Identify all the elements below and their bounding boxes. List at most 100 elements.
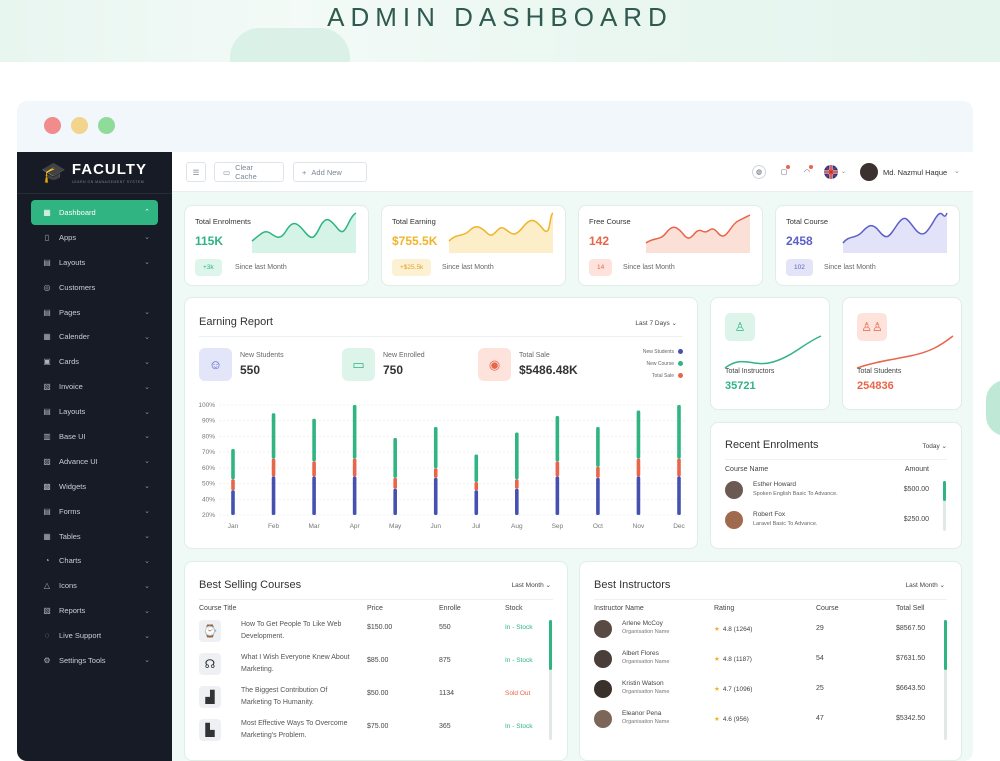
kpi-card-total-course: Total Course 2458 102 Since last Month xyxy=(775,205,960,286)
table-row[interactable]: Eleanor Pena Organisation Name ★ 4.6 (956) 4… xyxy=(580,708,961,741)
sidebar-item-reports[interactable]: ▧ Reports ⌄ xyxy=(31,598,158,623)
sidebar-item-tables[interactable]: ▦ Tables ⌄ xyxy=(31,524,158,549)
sidebar-item-widgets[interactable]: ▩ Widgets ⌄ xyxy=(31,474,158,499)
y-tick-label: 80% xyxy=(202,433,215,440)
total-instructors-card: ♙ Total Instructors 35721 xyxy=(710,297,830,410)
course-title[interactable]: What I Wish Everyone Knew About Marketin… xyxy=(241,654,350,673)
best-courses-title: Best Selling Courses xyxy=(199,579,302,591)
menu-toggle-button[interactable]: ☰ xyxy=(186,162,206,182)
courses-period-dropdown[interactable]: Last Month ⌄ xyxy=(512,581,551,589)
phone-icon: ▯ xyxy=(44,232,50,242)
sidebar-item-icons[interactable]: △ Icons ⌄ xyxy=(31,573,158,598)
chevron-down-icon: ⌄ xyxy=(144,234,150,242)
instructors-period-dropdown[interactable]: Last Month ⌄ xyxy=(906,581,945,589)
star-icon: ★ xyxy=(714,686,720,693)
table-icon: ▦ xyxy=(43,531,51,541)
banner-title: ADMIN DASHBOARD xyxy=(327,2,673,32)
forms-icon: ▤ xyxy=(43,506,51,516)
flag-uk-icon[interactable] xyxy=(824,165,838,179)
legend-item: New Students xyxy=(643,346,683,358)
sidebar-item-dashboard[interactable]: ▦ Dashboard ⌃ xyxy=(31,200,158,225)
maximize-dot[interactable] xyxy=(98,117,115,134)
table-row[interactable]: Arlene McCoy Organisation Name ★ 4.8 (1264)… xyxy=(580,618,961,651)
earning-report-title: Earning Report xyxy=(199,316,273,328)
earning-bar-chart: 100% 90% 80% 70% 60% 50% 40% 20% Jan Feb Mar Apr May… xyxy=(198,402,685,530)
message-icon[interactable]: ▢ xyxy=(777,165,791,179)
clear-cache-button[interactable]: ▭ Clear Cache xyxy=(214,162,284,182)
recent-period-dropdown[interactable]: Today ⌄ xyxy=(922,442,947,450)
student-name: Esther Howard xyxy=(753,481,796,488)
sidebar-item-charts[interactable]: ◔ Charts ⌄ xyxy=(31,548,158,573)
star-icon: ★ xyxy=(714,716,720,723)
y-tick-label: 70% xyxy=(202,449,215,456)
sidebar-item-invoice[interactable]: ▧ Invoice ⌄ xyxy=(31,374,158,399)
sidebar-item-live-support[interactable]: ◌ Live Support ⌄ xyxy=(31,623,158,648)
bar-total-sale-oct xyxy=(596,466,600,478)
course-title[interactable]: How To Get People To Like Web Developmen… xyxy=(241,621,342,640)
bar-new-students-jul xyxy=(474,490,479,515)
avatar xyxy=(594,650,612,668)
sidebar-item-forms[interactable]: ▤ Forms ⌄ xyxy=(31,499,158,524)
bar-new-course-mar xyxy=(312,418,316,462)
table-row[interactable]: ⌚ How To Get People To Like Web Developme… xyxy=(185,618,567,651)
cache-icon: ▭ xyxy=(223,167,231,177)
sidebar-item-apps[interactable]: ▯ Apps ⌄ xyxy=(31,225,158,250)
sidebar-item-customers[interactable]: ◎ Customers xyxy=(31,275,158,300)
table-row[interactable]: Esther Howard Spoken English Basic To Adv… xyxy=(711,479,961,512)
x-tick-label: Jul xyxy=(472,523,481,530)
add-new-button[interactable]: + Add New xyxy=(293,162,367,182)
user-name[interactable]: Md. Nazmul Haque xyxy=(883,168,948,177)
table-row[interactable]: Robert Fox Laravel Basic To Advance. $250.… xyxy=(711,509,961,542)
bar-new-students-feb xyxy=(271,476,276,515)
divider xyxy=(594,599,947,600)
legend-swatch xyxy=(678,361,683,367)
minimize-dot[interactable] xyxy=(71,117,88,134)
bell-icon[interactable]: ◠ xyxy=(800,165,814,179)
language-chevron-icon[interactable]: ⌄ xyxy=(841,169,847,175)
stock-status: In - Stock xyxy=(505,624,533,631)
total-sell: $6643.50 xyxy=(896,685,926,692)
instructors-scrollbar[interactable] xyxy=(944,620,947,740)
sidebar-item-settings-tools[interactable]: ⚙ Settings Tools ⌄ xyxy=(31,648,158,673)
bar-new-students-may xyxy=(393,488,397,515)
x-tick-label: Jun xyxy=(430,523,441,530)
course-title[interactable]: The Biggest Contribution Of Marketing To… xyxy=(241,687,328,706)
sidebar-item-cards[interactable]: ▣ Cards ⌄ xyxy=(31,349,158,374)
user-menu-chevron-icon[interactable]: ⌄ xyxy=(954,168,960,175)
globe-icon[interactable]: ◍ xyxy=(752,165,766,179)
course-price: $85.00 xyxy=(367,657,389,664)
bag-icon: ▟ xyxy=(199,686,221,708)
sidebar-item-label: Tables xyxy=(59,531,81,541)
table-row[interactable]: ▙ Most Effective Ways To Overcome Marketi… xyxy=(185,717,567,750)
sidebar-item-layouts[interactable]: ▤ Layouts ⌄ xyxy=(31,250,158,275)
avatar xyxy=(725,511,743,529)
total-sell: $5342.50 xyxy=(896,715,926,722)
table-row[interactable]: ▟ The Biggest Contribution Of Marketing T… xyxy=(185,684,567,717)
rating-value: 4.8 (1187) xyxy=(722,656,752,663)
logo[interactable]: 🎓 FACULTY LEARN ON MANAGEMENT SYSTEM xyxy=(17,152,172,194)
close-dot[interactable] xyxy=(44,117,61,134)
sidebar-item-pages[interactable]: ▤ Pages ⌄ xyxy=(31,300,158,325)
users-icon: ♙♙ xyxy=(857,313,887,341)
rating: ★ 4.7 (1096) xyxy=(714,685,752,693)
advance-ui-icon: ▨ xyxy=(43,456,51,466)
courses-scrollbar[interactable] xyxy=(549,620,552,740)
x-tick-label: Aug xyxy=(511,523,523,530)
course-enrolle: 1134 xyxy=(439,690,455,697)
earning-period-dropdown[interactable]: Last 7 Days ⌄ xyxy=(635,319,677,327)
sidebar-item-layouts[interactable]: ▤ Layouts ⌄ xyxy=(31,399,158,424)
table-row[interactable]: ☊ What I Wish Everyone Knew About Marketi… xyxy=(185,651,567,684)
user-avatar[interactable] xyxy=(860,163,878,181)
sidebar-item-calender[interactable]: ▦ Calender ⌄ xyxy=(31,324,158,349)
recent-scrollbar[interactable] xyxy=(943,481,946,531)
avatar xyxy=(594,710,612,728)
sidebar-item-base-ui[interactable]: ▥ Base UI ⌄ xyxy=(31,424,158,449)
y-tick-label: 90% xyxy=(202,418,215,425)
sidebar-item-advance-ui[interactable]: ▨ Advance UI ⌄ xyxy=(31,449,158,474)
table-row[interactable]: Kristin Watson Organisation Name ★ 4.7 (109… xyxy=(580,678,961,711)
sparkline-area xyxy=(252,213,356,253)
amount: $250.00 xyxy=(903,516,929,523)
course-title[interactable]: Most Effective Ways To Overcome Marketin… xyxy=(241,720,348,739)
avatar xyxy=(594,680,612,698)
table-row[interactable]: Albert Flores Organisation Name ★ 4.8 (1187… xyxy=(580,648,961,681)
